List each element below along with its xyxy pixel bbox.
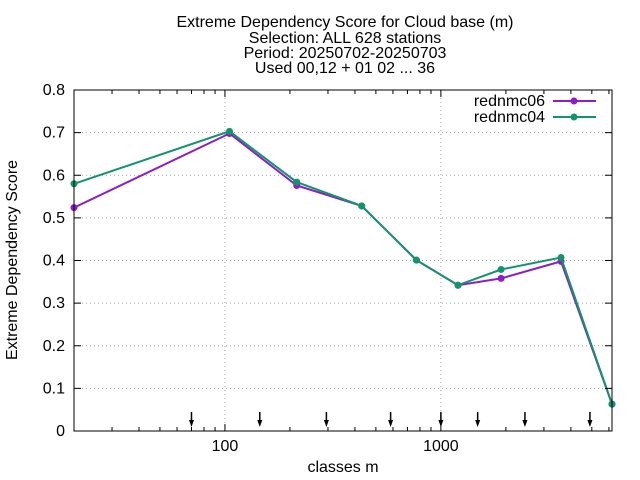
y-tick-label: 0: [56, 423, 65, 440]
title-line-3: Period: 20250702-20250703: [244, 45, 447, 62]
annotation-arrow-head: [257, 420, 263, 427]
series: [70, 127, 616, 408]
legend-entry: rednmc06: [474, 93, 596, 110]
x-tick-label: 1000: [423, 438, 459, 455]
annotation-arrow: [323, 412, 329, 427]
annotation-arrow-head: [388, 420, 394, 427]
y-tick-label: 0.7: [43, 125, 65, 142]
series-rednmc06: [70, 129, 616, 408]
annotation-arrow: [257, 412, 263, 427]
data-point: [557, 254, 565, 262]
data-point: [497, 265, 505, 273]
annotation-arrow-head: [188, 420, 194, 427]
annotation-arrow-head: [522, 420, 528, 427]
data-point: [454, 281, 462, 289]
y-tick-label: 0.6: [43, 167, 65, 184]
series-line: [73, 132, 613, 405]
legend-marker: [570, 97, 578, 105]
annotation-arrow-head: [438, 420, 444, 427]
data-point: [226, 127, 234, 135]
axis-ticks: 0 0.1 0.2 0.3 0.4 0.5 0.6 0.7 0.8 100 1000: [43, 82, 612, 455]
legend-marker: [570, 113, 578, 121]
grid: [74, 90, 612, 431]
chart-title: Extreme Dependency Score for Cloud base …: [176, 14, 513, 77]
x-axis-label: classes m: [307, 459, 378, 476]
annotation-arrow-head: [587, 420, 593, 427]
x-tick-label: 100: [212, 438, 239, 455]
y-tick-label: 0.4: [43, 253, 65, 270]
annotation-arrow: [438, 412, 444, 427]
title-line-2: Selection: ALL 628 stations: [249, 30, 441, 47]
data-point: [293, 178, 301, 186]
y-tick-label: 0.8: [43, 82, 65, 99]
data-point: [358, 202, 366, 210]
annotation-arrow: [587, 412, 593, 427]
data-point: [497, 274, 505, 282]
annotation-arrow: [388, 412, 394, 427]
y-tick-label: 0.5: [43, 210, 65, 227]
annotation-arrow: [475, 412, 481, 427]
y-tick-label: 0.3: [43, 295, 65, 312]
legend-label: rednmc06: [474, 93, 545, 110]
data-point: [412, 256, 420, 264]
y-tick-label: 0.1: [43, 380, 65, 397]
annotation-arrows: [188, 412, 593, 427]
annotation-arrow-head: [475, 420, 481, 427]
title-line-4: Used 00,12 + 01 02 ... 36: [255, 60, 435, 77]
series-line: [73, 130, 613, 405]
annotation-arrow-head: [323, 420, 329, 427]
y-tick-label: 0.2: [43, 338, 65, 355]
annotation-arrow: [188, 412, 194, 427]
y-axis-label: Extreme Dependency Score: [4, 160, 21, 360]
legend-entry: rednmc04: [474, 109, 596, 126]
series-rednmc04: [70, 127, 616, 408]
title-line-1: Extreme Dependency Score for Cloud base …: [176, 14, 513, 31]
legend-label: rednmc04: [474, 109, 545, 126]
annotation-arrow: [522, 412, 528, 427]
